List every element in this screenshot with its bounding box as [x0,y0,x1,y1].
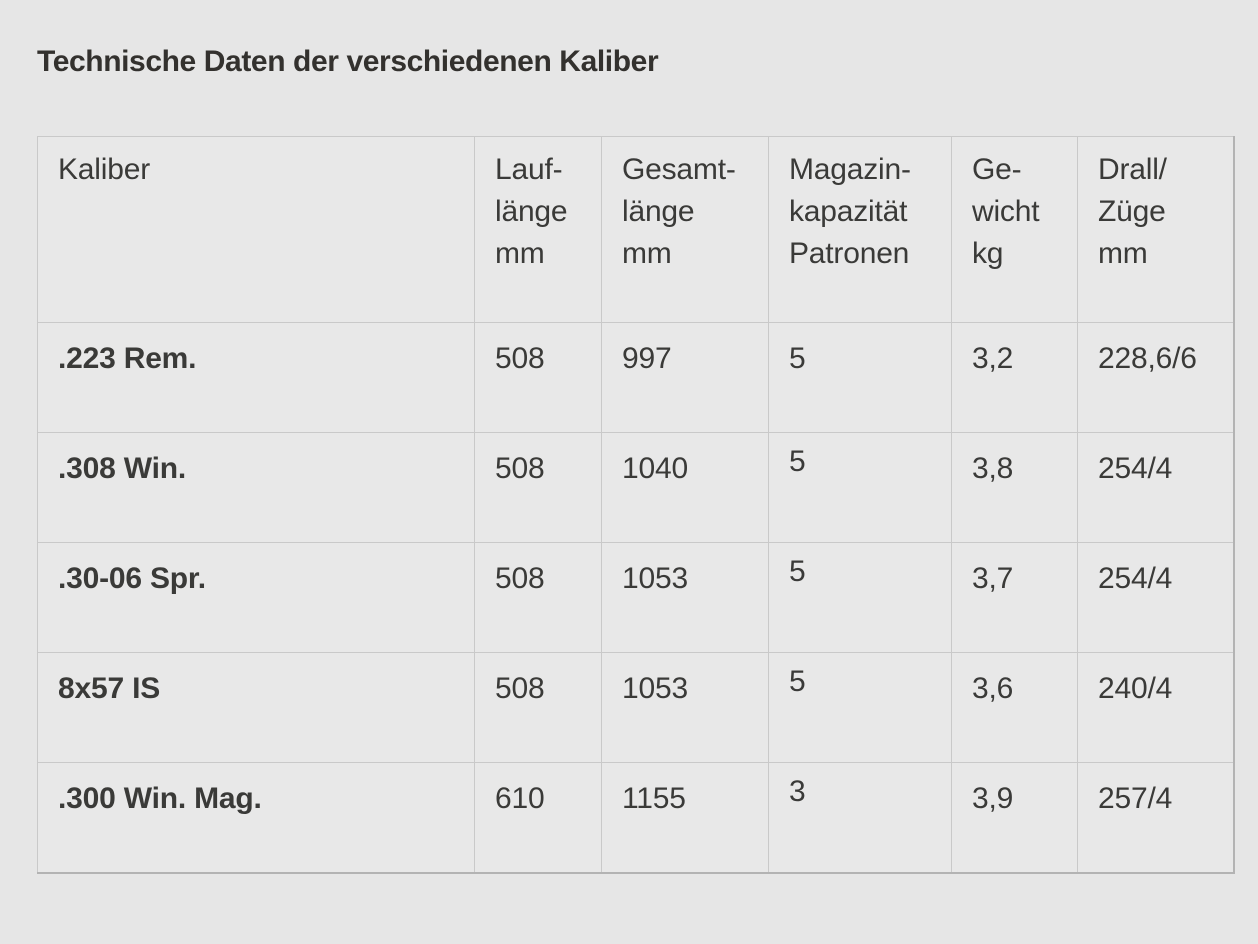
cell-gewicht: 3,7 [951,542,1078,653]
header-line: länge [622,195,695,228]
table-header-row: Kaliber Lauf- länge mm Gesamt- länge mm … [37,136,1234,323]
cell-magazinkapazitaet: 5 [768,542,952,653]
table-row: .223 Rem. 508 997 5 3,2 228,6/6 [37,322,1234,433]
header-line: länge [495,195,568,228]
header-line: wicht [972,195,1040,228]
cell-gewicht: 3,9 [951,762,1078,873]
table-row: .30-06 Spr. 508 1053 5 3,7 254/4 [37,542,1234,653]
cell-drall-zuege: 254/4 [1077,432,1234,543]
header-line: Lauf- [495,153,563,186]
cell-value: 5 [789,445,806,478]
table-row: 8x57 IS 508 1053 5 3,6 240/4 [37,652,1234,763]
technical-data-table: Kaliber Lauf- länge mm Gesamt- länge mm … [37,136,1235,874]
header-line: Magazin- [789,153,911,186]
cell-drall-zuege: 254/4 [1077,542,1234,653]
cell-gesamtlaenge: 1053 [601,652,769,763]
header-line: Ge- [972,153,1022,186]
cell-kaliber: .30-06 Spr. [37,542,475,653]
cell-gesamtlaenge: 1155 [601,762,769,873]
header-line: mm [495,237,545,270]
header-line: Patronen [789,237,910,270]
cell-value: 5 [789,555,806,588]
cell-value: 3 [789,775,806,808]
header-line: Gesamt- [622,153,736,186]
header-line: Züge [1098,195,1166,228]
cell-magazinkapazitaet: 3 [768,762,952,873]
cell-value: 5 [789,665,806,698]
cell-gesamtlaenge: 1053 [601,542,769,653]
column-header-drall-zuege: Drall/ Züge mm [1077,136,1234,323]
cell-gewicht: 3,2 [951,322,1078,433]
header-line: kapazität [789,195,908,228]
cell-value: 5 [789,342,806,375]
cell-gewicht: 3,6 [951,652,1078,763]
cell-gewicht: 3,8 [951,432,1078,543]
cell-kaliber: .223 Rem. [37,322,475,433]
cell-kaliber: .300 Win. Mag. [37,762,475,873]
cell-drall-zuege: 240/4 [1077,652,1234,763]
header-line: Drall/ [1098,153,1167,186]
cell-kaliber: .308 Win. [37,432,475,543]
cell-drall-zuege: 228,6/6 [1077,322,1234,433]
cell-lauflaenge: 508 [474,432,602,543]
column-header-gesamtlaenge: Gesamt- länge mm [601,136,769,323]
column-header-kaliber: Kaliber [37,136,475,323]
page-title: Technische Daten der verschiedenen Kalib… [37,45,659,78]
cell-magazinkapazitaet: 5 [768,652,952,763]
cell-magazinkapazitaet: 5 [768,322,952,433]
header-line: kg [972,237,1004,270]
cell-lauflaenge: 508 [474,542,602,653]
column-header-gewicht: Ge- wicht kg [951,136,1078,323]
cell-lauflaenge: 610 [474,762,602,873]
cell-lauflaenge: 508 [474,652,602,763]
header-line: mm [622,237,672,270]
cell-lauflaenge: 508 [474,322,602,433]
header-line: Kaliber [58,153,150,186]
cell-gesamtlaenge: 1040 [601,432,769,543]
table-row: .308 Win. 508 1040 5 3,8 254/4 [37,432,1234,543]
table-row: .300 Win. Mag. 610 1155 3 3,9 257/4 [37,762,1234,873]
header-line: mm [1098,237,1148,270]
cell-magazinkapazitaet: 5 [768,432,952,543]
cell-drall-zuege: 257/4 [1077,762,1234,873]
cell-gesamtlaenge: 997 [601,322,769,433]
cell-kaliber: 8x57 IS [37,652,475,763]
column-header-magazinkapazitaet: Magazin- kapazität Patronen [768,136,952,323]
column-header-lauflaenge: Lauf- länge mm [474,136,602,323]
